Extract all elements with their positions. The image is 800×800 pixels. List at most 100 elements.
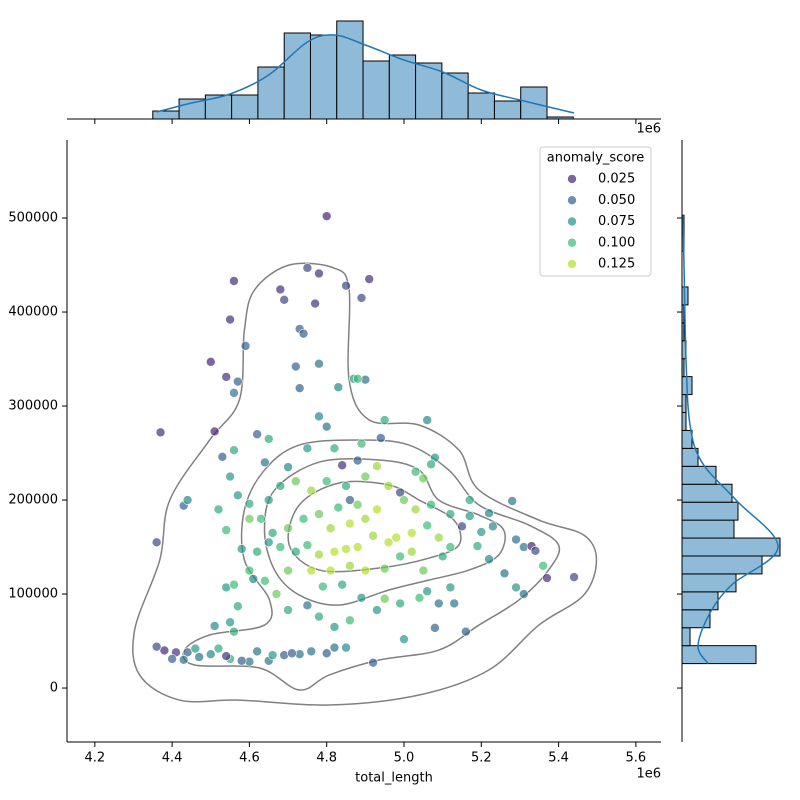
- scatter-point: [310, 298, 320, 309]
- legend-marker: [567, 237, 577, 248]
- scatter-point: [221, 372, 232, 382]
- scatter-point: [426, 499, 436, 510]
- marginal-histogram: [152, 20, 575, 120]
- scatter-point: [213, 504, 224, 515]
- scatter-point: [395, 487, 405, 498]
- legend-label: 0.100: [598, 235, 635, 250]
- scatter-point: [376, 433, 386, 443]
- scatter-point: [271, 589, 282, 599]
- legend-label: 0.025: [598, 172, 635, 187]
- scatter-point: [341, 642, 351, 653]
- scatter-point: [406, 546, 417, 557]
- scatter-point: [325, 523, 336, 534]
- legend-marker: [567, 216, 577, 227]
- y-tick-label: 500000: [8, 211, 58, 226]
- scatter-point: [345, 495, 355, 505]
- scatter-point: [360, 471, 371, 482]
- scatter-point: [414, 592, 425, 603]
- scatter-layer: [132, 211, 598, 706]
- scatter-point: [379, 415, 390, 425]
- histogram-bar: [467, 92, 495, 120]
- scatter-point: [217, 451, 228, 462]
- scatter-point: [279, 295, 289, 305]
- histogram-bar: [283, 32, 311, 120]
- histogram-bar: [231, 94, 259, 120]
- x-offset-label: 1e6: [636, 122, 661, 137]
- scatter-point: [418, 565, 429, 576]
- scatter-point: [290, 546, 301, 557]
- scatter-point: [329, 443, 340, 454]
- histogram-bar: [681, 519, 735, 539]
- scatter-point: [464, 495, 475, 505]
- scatter-point: [418, 473, 429, 484]
- scatter-point: [325, 565, 336, 576]
- scatter-point: [379, 593, 390, 604]
- scatter-point: [151, 537, 162, 548]
- histogram-bar: [681, 645, 757, 665]
- scatter-point: [155, 427, 166, 438]
- histogram-bar: [681, 483, 733, 503]
- scatter-point: [314, 411, 324, 422]
- scatter-point: [151, 641, 162, 652]
- scatter-point: [383, 481, 394, 491]
- kde-contour: [263, 457, 506, 606]
- scatter-point: [457, 521, 467, 532]
- kde-curve: [682, 215, 779, 665]
- scatter-point: [290, 476, 301, 487]
- scatter-point: [329, 642, 340, 653]
- scatter-point: [337, 579, 347, 590]
- scatter-point: [364, 274, 375, 284]
- scatter-point: [229, 388, 239, 398]
- scatter-point: [167, 654, 177, 664]
- scatter-point: [488, 521, 498, 532]
- scatter-point: [298, 514, 309, 524]
- scatter-point: [221, 651, 232, 661]
- scatter-point: [329, 546, 340, 557]
- x-tick-label: 5.4: [548, 751, 569, 766]
- scatter-point: [229, 626, 239, 637]
- legend-label: 0.050: [598, 193, 635, 208]
- scatter-point: [484, 508, 494, 518]
- scatter-point: [318, 581, 328, 592]
- scatter-point: [511, 534, 521, 545]
- x-tick-label: 4.4: [162, 751, 183, 766]
- scatter-point: [410, 467, 421, 477]
- scatter-point: [321, 421, 332, 432]
- scatter-point: [476, 527, 487, 537]
- kde-contour: [182, 439, 561, 691]
- scatter-point: [209, 621, 220, 631]
- scatter-point: [383, 537, 394, 548]
- scatter-point: [352, 455, 363, 466]
- scatter-point: [345, 518, 355, 529]
- scatter-point: [422, 520, 432, 531]
- legend-label: 0.075: [598, 214, 635, 229]
- scatter-point: [356, 592, 367, 603]
- scatter-point: [356, 293, 367, 303]
- scatter-point: [356, 438, 367, 449]
- scatter-point: [260, 457, 270, 468]
- legend-marker: [567, 259, 577, 269]
- scatter-point: [263, 537, 274, 548]
- scatter-point: [464, 511, 475, 521]
- scatter-point: [252, 646, 262, 657]
- histogram-bar: [681, 429, 693, 449]
- scatter-point: [213, 643, 224, 654]
- scatter-point: [263, 434, 274, 444]
- scatter-point: [182, 647, 193, 658]
- scatter-point: [352, 499, 363, 510]
- scatter-point: [306, 485, 317, 496]
- kde-contour: [132, 262, 598, 706]
- x-offset-label: 1e6: [636, 767, 661, 782]
- scatter-point: [360, 514, 371, 524]
- scatter-point: [314, 509, 324, 519]
- scatter-point: [433, 532, 444, 543]
- y-tick-label: 100000: [8, 587, 58, 602]
- y-tick-label: 300000: [8, 399, 58, 414]
- scatter-point: [233, 490, 243, 501]
- scatter-point: [379, 563, 390, 574]
- y-tick-label: 200000: [8, 493, 58, 508]
- histogram-bar: [681, 394, 687, 413]
- scatter-point: [233, 601, 243, 612]
- x-tick-label: 5.6: [626, 751, 647, 766]
